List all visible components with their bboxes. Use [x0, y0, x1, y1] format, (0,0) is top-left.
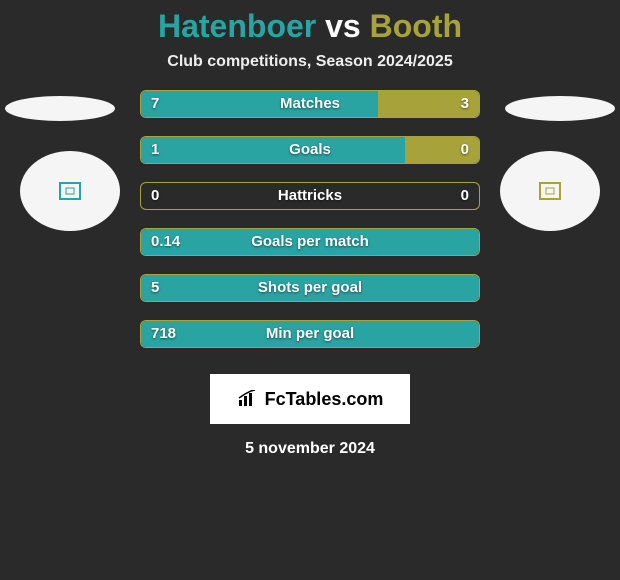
vs-text: vs	[325, 8, 361, 44]
stat-bars: 73Matches 10Goals 00Hattricks 0.14Goals per…	[140, 90, 480, 366]
watermark-text: FcTables.com	[265, 389, 384, 410]
player1-ellipse	[5, 96, 115, 121]
stat-label: Min per goal	[141, 321, 479, 347]
stat-label: Hattricks	[141, 183, 479, 209]
subtitle: Club competitions, Season 2024/2025	[0, 53, 620, 71]
stat-row: 0.14Goals per match	[140, 228, 480, 256]
watermark: FcTables.com	[210, 374, 410, 424]
date-text: 5 november 2024	[0, 440, 620, 458]
player1-name: Hatenboer	[158, 8, 316, 44]
stat-label: Goals per match	[141, 229, 479, 255]
player1-badge-icon	[59, 182, 81, 200]
stat-row: 73Matches	[140, 90, 480, 118]
player1-badge-circle	[20, 151, 120, 231]
stat-row: 00Hattricks	[140, 182, 480, 210]
stat-row: 718Min per goal	[140, 320, 480, 348]
watermark-chart-icon	[237, 390, 259, 408]
player2-badge-icon	[539, 182, 561, 200]
stat-row: 10Goals	[140, 136, 480, 164]
player2-ellipse	[505, 96, 615, 121]
stat-row: 5Shots per goal	[140, 274, 480, 302]
player2-badge-circle	[500, 151, 600, 231]
comparison-title: Hatenboer vs Booth	[0, 0, 620, 45]
stat-label: Matches	[141, 91, 479, 117]
stat-label: Goals	[141, 137, 479, 163]
player2-name: Booth	[370, 8, 462, 44]
stat-label: Shots per goal	[141, 275, 479, 301]
